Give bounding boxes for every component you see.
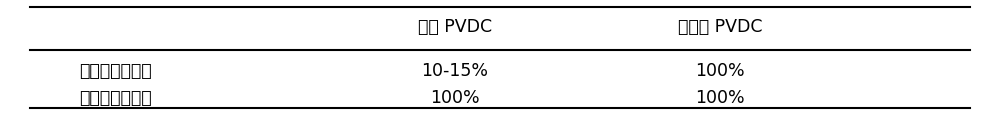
Text: 100%: 100%	[430, 88, 480, 106]
Text: 未涂聚氨酵底胶: 未涂聚氨酵底胶	[79, 61, 151, 79]
Text: 100%: 100%	[695, 88, 745, 106]
Text: 无底胶 PVDC: 无底胶 PVDC	[678, 18, 762, 36]
Text: 100%: 100%	[695, 61, 745, 79]
Text: 10-15%: 10-15%	[422, 61, 488, 79]
Text: 涂布聚氨酵底胶: 涂布聚氨酵底胶	[79, 88, 151, 106]
Text: 常规 PVDC: 常规 PVDC	[418, 18, 492, 36]
